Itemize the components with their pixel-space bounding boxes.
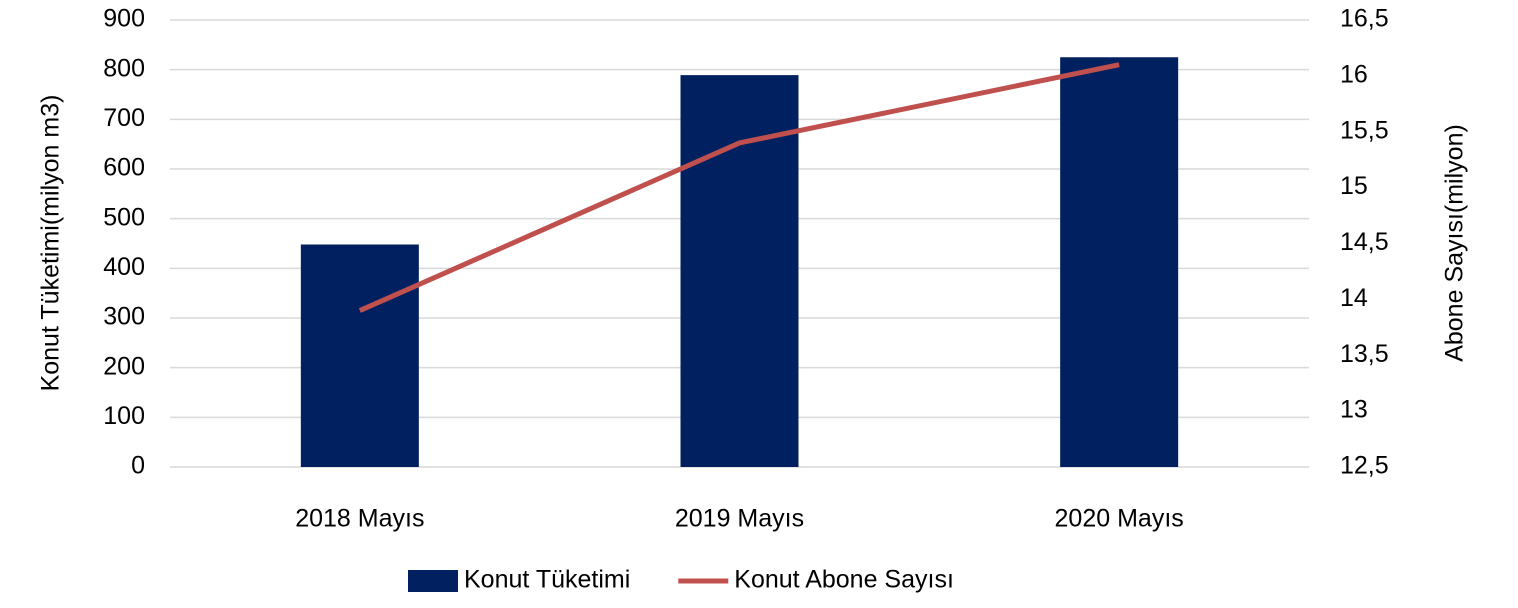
y-tick-label: 800 [103,54,145,82]
y-tick-label: 200 [103,352,145,380]
y2-axis-title: Abone Sayısı(milyon) [1441,124,1469,362]
y-tick-label: 300 [103,303,145,331]
y2-tick-label: 16,5 [1340,5,1389,33]
legend-label: Konut Tüketimi [464,566,630,594]
y-tick-label: 600 [103,154,145,182]
y-tick-label: 0 [131,452,145,480]
legend-label: Konut Abone Sayısı [734,566,954,594]
y-tick-label: 500 [103,203,145,231]
y2-tick-label: 14 [1340,284,1368,312]
y2-tick-label: 16 [1340,60,1368,88]
legend-swatch [408,570,458,592]
bar [300,244,419,467]
y2-tick-label: 13 [1340,396,1368,424]
y2-tick-label: 13,5 [1340,340,1389,368]
y-tick-label: 700 [103,104,145,132]
x-tick-label: 2020 Mayıs [1055,505,1184,533]
y-tick-label: 100 [103,402,145,430]
bar [1060,57,1179,467]
x-tick-label: 2018 Mayıs [295,505,424,533]
y2-tick-label: 15 [1340,172,1368,200]
line [358,62,1120,313]
y2-tick-label: 12,5 [1340,452,1389,480]
y2-tick-label: 14,5 [1340,228,1389,256]
x-tick-label: 2019 Mayıs [675,505,804,533]
y-tick-label: 400 [103,253,145,281]
y2-tick-label: 15,5 [1340,116,1389,144]
y-axis-title: Konut Tüketimi(milyon m3) [37,95,65,392]
y-tick-label: 900 [103,5,145,33]
